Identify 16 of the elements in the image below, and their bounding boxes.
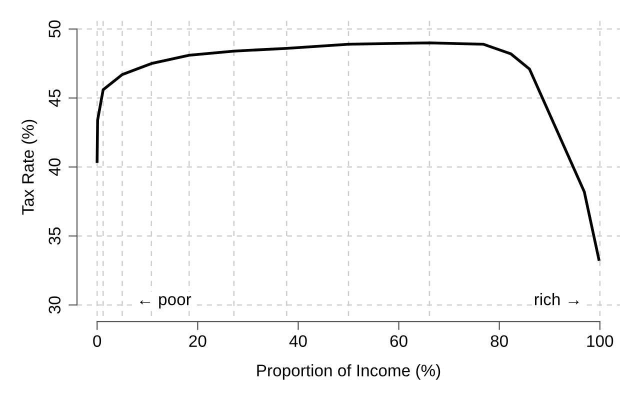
x-tick-label: 40: [289, 335, 307, 347]
x-tick-label: 100: [587, 335, 614, 347]
x-axis-title: Proportion of Income (%): [257, 364, 440, 380]
y-tick-label: 40: [48, 158, 61, 176]
x-tick-label: 0: [93, 335, 102, 347]
y-tick-label: 35: [48, 227, 61, 245]
x-tick-label: 60: [390, 335, 408, 347]
annotation: ← poor: [140, 296, 192, 309]
annotation: rich →: [534, 293, 579, 306]
x-tick-label: 20: [189, 335, 206, 347]
y-tick-label: 30: [48, 296, 61, 314]
line-series: [96, 41, 600, 261]
y-axis-title: Tax Rate (%): [22, 120, 38, 215]
y-tick-label: 45: [48, 89, 61, 107]
x-tick-label: 80: [490, 335, 508, 347]
y-tick-label: 50: [48, 20, 61, 38]
